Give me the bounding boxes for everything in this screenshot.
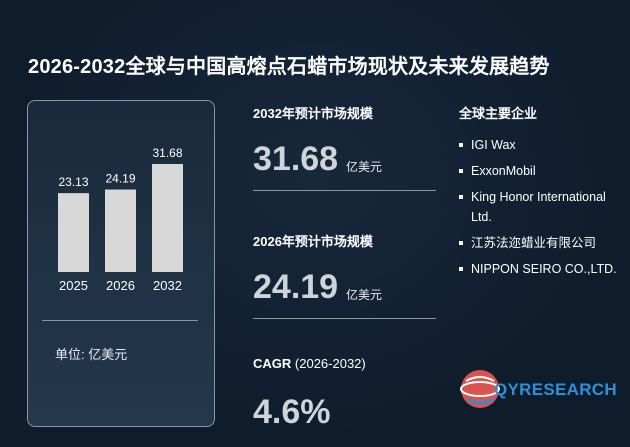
company-item: King Honor International Ltd. xyxy=(459,187,619,227)
metric-2026-label: 2026年预计市场规模 xyxy=(253,234,373,249)
value-label-2026: 24.19 xyxy=(105,172,135,186)
bar-2032 xyxy=(152,164,183,272)
metric-2026-unit: 亿美元 xyxy=(346,288,383,302)
category-label-2025: 2025 xyxy=(59,278,88,293)
company-list: IGI Wax ExxonMobil King Honor Internatio… xyxy=(459,135,619,285)
category-label-2026: 2026 xyxy=(106,278,135,293)
metric-2032-value: 31.68 xyxy=(253,140,339,178)
logo-text: QYRESEARCH xyxy=(494,380,617,399)
metric-2032-unit: 亿美元 xyxy=(346,160,383,174)
metric-2032-label: 2032年预计市场规模 xyxy=(253,106,373,121)
bar-chart: 23.13 2025 24.19 2026 31.68 2032 xyxy=(58,146,183,293)
company-item: 江苏法迩蜡业有限公司 xyxy=(459,233,619,253)
company-item: IGI Wax xyxy=(459,135,619,155)
bar-2026 xyxy=(105,189,136,272)
cagr-label: CAGR xyxy=(253,356,292,371)
bullet-icon xyxy=(459,241,463,245)
category-label-2032: 2032 xyxy=(153,278,182,293)
unit-label: 单位: 亿美元 xyxy=(55,347,128,362)
bullet-icon xyxy=(459,169,463,173)
metric-2026-value: 24.19 xyxy=(253,268,339,306)
qyresearch-logo: QYRESEARCH xyxy=(460,363,620,413)
unit-divider xyxy=(42,320,198,321)
bullet-icon xyxy=(459,195,463,199)
cagr-label-row: CAGR (2026-2032) xyxy=(253,356,366,371)
globe-logo-icon xyxy=(460,370,500,408)
cagr-value: 4.6% xyxy=(253,393,331,431)
company-item: NIPPON SEIRO CO.,LTD. xyxy=(459,259,619,279)
company-name: NIPPON SEIRO CO.,LTD. xyxy=(471,262,617,276)
companies-title: 全球主要企业 xyxy=(459,106,538,121)
bullet-icon xyxy=(459,267,463,271)
company-item: ExxonMobil xyxy=(459,161,619,181)
chart-card: 23.13 2025 24.19 2026 31.68 2032 单位: 亿美元 xyxy=(27,100,215,427)
page-title: 2026-2032全球与中国高熔点石蜡市场现状及未来发展趋势 xyxy=(28,56,550,78)
bar-2025 xyxy=(58,193,89,272)
metric-2026-divider xyxy=(253,318,436,319)
value-label-2032: 31.68 xyxy=(152,146,182,160)
metric-2032-divider xyxy=(253,190,436,191)
bullet-icon xyxy=(459,143,463,147)
company-name: King Honor International Ltd. xyxy=(471,190,606,224)
company-name: 江苏法迩蜡业有限公司 xyxy=(471,236,597,250)
value-label-2025: 23.13 xyxy=(58,175,88,189)
cagr-period: (2026-2032) xyxy=(294,356,366,371)
company-name: ExxonMobil xyxy=(471,164,536,178)
company-name: IGI Wax xyxy=(471,138,516,152)
